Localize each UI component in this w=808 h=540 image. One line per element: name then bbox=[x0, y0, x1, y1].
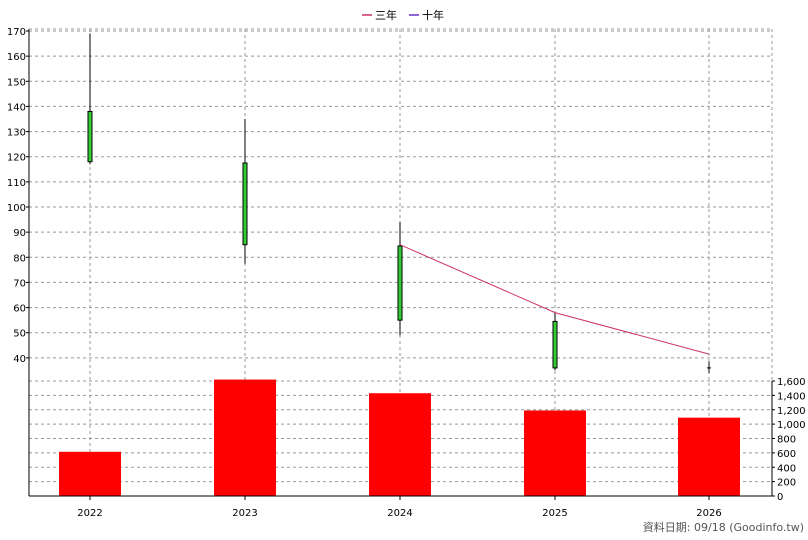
grid bbox=[29, 29, 772, 497]
price-tick-label-90: 90 bbox=[13, 228, 26, 239]
price-tick-label-130: 130 bbox=[7, 128, 26, 139]
axes bbox=[26, 28, 775, 500]
candle-body-2025 bbox=[552, 320, 558, 369]
price-tick-label-60: 60 bbox=[13, 304, 26, 315]
volume-tick-label-1200: 1,200 bbox=[777, 406, 806, 417]
volume-bar-2023 bbox=[214, 379, 276, 496]
candle-body-2022 bbox=[87, 110, 93, 163]
volume-tick-label-1400: 1,400 bbox=[777, 391, 806, 402]
legend-label-十年: 十年 bbox=[422, 8, 444, 22]
price-tick-label-40: 40 bbox=[13, 354, 26, 365]
legend-label-三年: 三年 bbox=[375, 8, 397, 22]
price-tick-label-120: 120 bbox=[7, 153, 26, 164]
volume-tick-label-600: 600 bbox=[777, 449, 796, 460]
x-tick-label-2024: 2024 bbox=[387, 508, 412, 519]
tick-labels: 40 50 60 70 80 90 100 110 120 130 140 150 160 170 0 200… bbox=[7, 27, 806, 519]
volume-bar-2022 bbox=[59, 451, 121, 496]
volume-tick-label-400: 400 bbox=[777, 463, 796, 474]
price-tick-label-100: 100 bbox=[7, 203, 26, 214]
volume-bar-2026 bbox=[678, 417, 740, 496]
volume-bars bbox=[59, 379, 740, 496]
data-date-footer: 資料日期: 09/18 (Goodinfo.tw) bbox=[643, 520, 804, 534]
legend: 三年 十年 bbox=[362, 8, 444, 22]
price-tick-label-140: 140 bbox=[7, 102, 26, 113]
price-candles bbox=[87, 33, 711, 373]
price-tick-label-170: 170 bbox=[7, 27, 26, 38]
price-tick-label-110: 110 bbox=[7, 178, 26, 189]
three-year-line bbox=[399, 244, 710, 355]
three-year-series-line bbox=[399, 244, 710, 355]
x-tick-label-2022: 2022 bbox=[77, 508, 102, 519]
price-tick-label-150: 150 bbox=[7, 77, 26, 88]
price-tick-label-160: 160 bbox=[7, 52, 26, 63]
x-tick-label-2023: 2023 bbox=[232, 508, 257, 519]
x-tick-label-2025: 2025 bbox=[542, 508, 567, 519]
volume-tick-label-1000: 1,000 bbox=[777, 420, 806, 431]
price-tick-label-50: 50 bbox=[13, 329, 26, 340]
volume-tick-label-200: 200 bbox=[777, 478, 796, 489]
volume-bar-2025 bbox=[524, 410, 586, 496]
price-tick-label-70: 70 bbox=[13, 278, 26, 289]
candle-body-2023 bbox=[242, 162, 248, 246]
candle-body-2024 bbox=[397, 245, 403, 321]
price-tick-label-80: 80 bbox=[13, 253, 26, 264]
volume-tick-label-800: 800 bbox=[777, 435, 796, 446]
x-tick-label-2026: 2026 bbox=[696, 508, 721, 519]
volume-tick-label-1600: 1,600 bbox=[777, 377, 806, 388]
volume-bar-2024 bbox=[369, 393, 431, 496]
volume-tick-label-0: 0 bbox=[777, 492, 783, 503]
